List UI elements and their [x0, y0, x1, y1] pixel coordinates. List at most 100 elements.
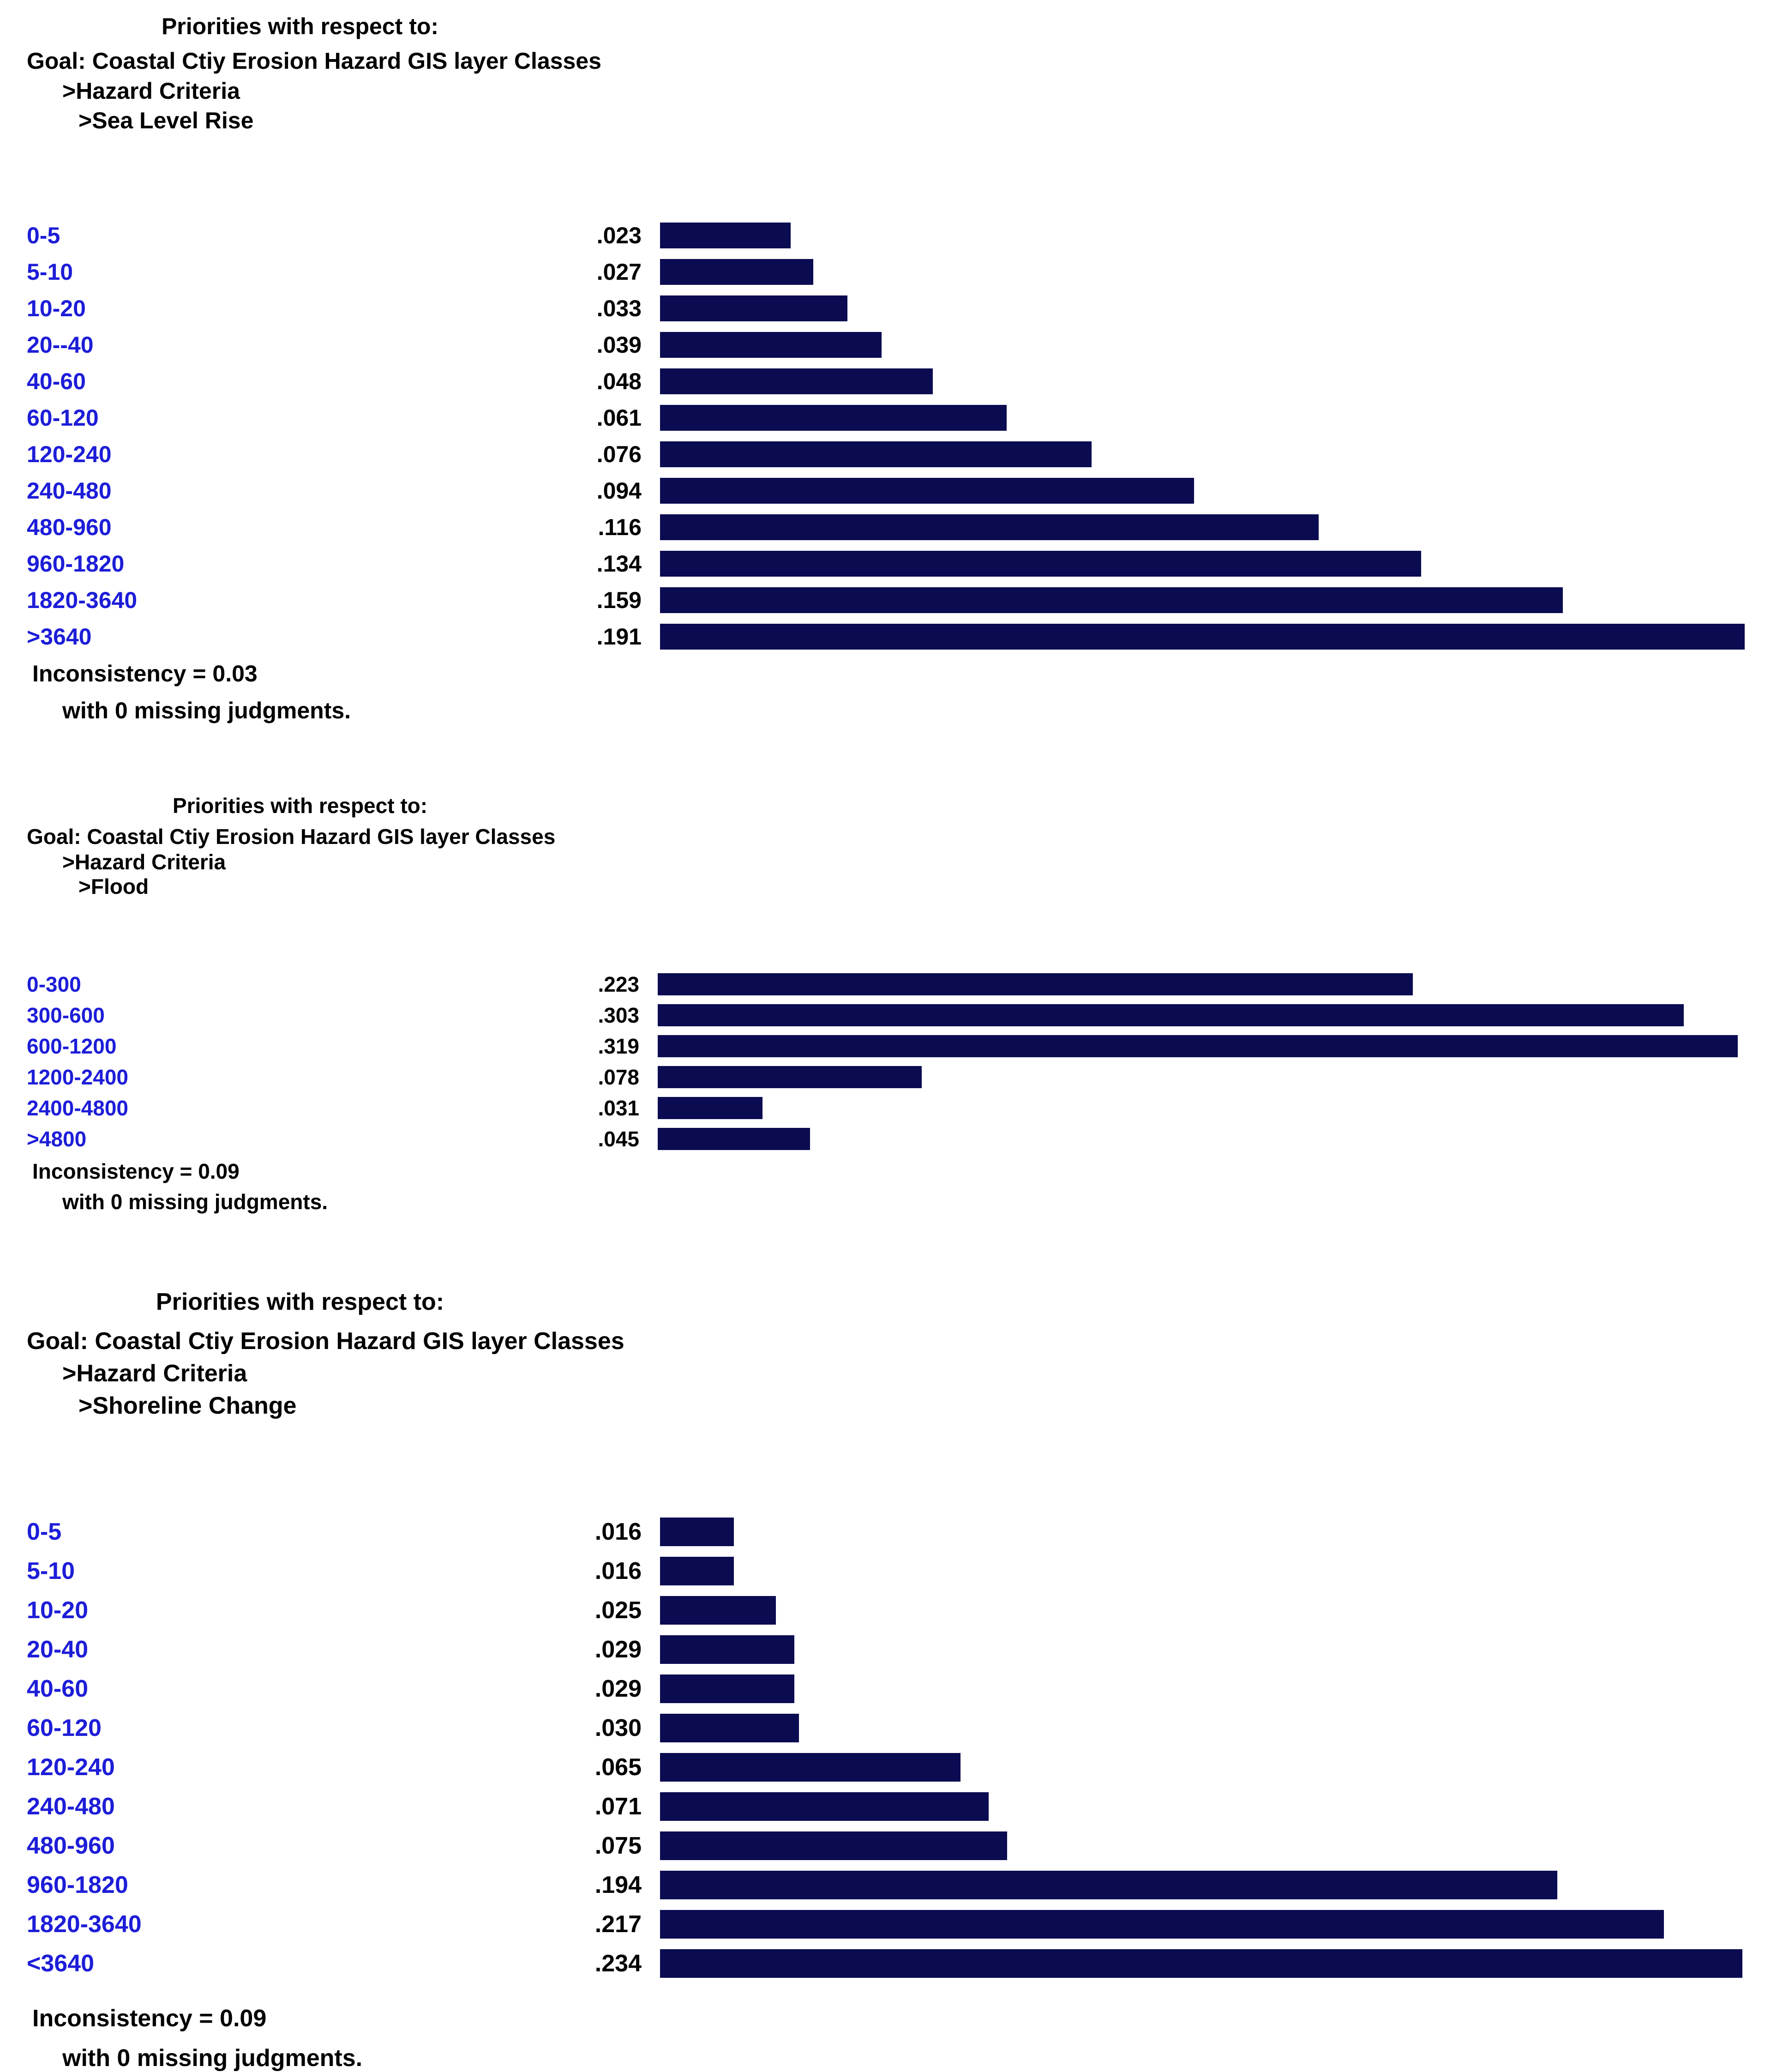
bar — [660, 1753, 961, 1782]
value-label: .065 — [594, 1753, 642, 1781]
value-label: .076 — [596, 441, 642, 467]
bar — [658, 973, 1413, 995]
chart-path-line: Goal: Coastal Ctiy Erosion Hazard GIS la… — [27, 1328, 624, 1355]
value-label: .303 — [598, 1003, 639, 1028]
bar — [660, 624, 1745, 650]
bar — [660, 1557, 734, 1585]
category-label: 2400-4800 — [27, 1096, 128, 1120]
bar — [660, 514, 1319, 540]
bar — [658, 1035, 1738, 1057]
chart-title: Priorities with respect to: — [156, 1289, 444, 1315]
category-label: 300-600 — [27, 1003, 105, 1028]
bar — [658, 1066, 922, 1088]
value-label: .319 — [598, 1034, 639, 1059]
value-label: .194 — [594, 1871, 642, 1898]
value-label: .029 — [594, 1636, 642, 1663]
category-label: 5-10 — [27, 259, 73, 285]
category-label: 240-480 — [27, 1793, 115, 1820]
value-label: .029 — [594, 1675, 642, 1702]
chart-path-line: Goal: Coastal Ctiy Erosion Hazard GIS la… — [27, 825, 556, 849]
category-label: 0-5 — [27, 223, 60, 248]
value-label: .116 — [598, 514, 642, 540]
category-label: 5-10 — [27, 1557, 75, 1584]
bar — [660, 1949, 1742, 1978]
bar — [660, 223, 791, 248]
chart-path-line: Goal: Coastal Ctiy Erosion Hazard GIS la… — [27, 48, 601, 74]
bar — [660, 1792, 989, 1821]
bar — [658, 1004, 1684, 1026]
category-label: 600-1200 — [27, 1034, 117, 1059]
bar — [660, 551, 1421, 577]
value-label: .031 — [598, 1096, 639, 1120]
chart-path-line: >Hazard Criteria — [62, 1360, 247, 1387]
category-label: 20--40 — [27, 332, 94, 358]
bar — [660, 295, 847, 321]
value-label: .071 — [594, 1793, 642, 1820]
inconsistency-text: Inconsistency = 0.09 — [32, 2005, 267, 2032]
bar — [660, 1674, 794, 1703]
value-label: .025 — [594, 1596, 642, 1624]
chart-path-line: >Sea Level Rise — [78, 108, 254, 133]
value-label: .027 — [596, 259, 642, 285]
category-label: 40-60 — [27, 1675, 88, 1702]
bar — [660, 1596, 776, 1625]
value-label: .048 — [596, 368, 642, 394]
category-label: 480-960 — [27, 514, 112, 540]
chart-title: Priorities with respect to: — [161, 13, 439, 39]
value-label: .191 — [596, 624, 642, 650]
inconsistency-text: Inconsistency = 0.09 — [32, 1159, 240, 1183]
category-label: 960-1820 — [27, 1871, 128, 1898]
bar — [660, 1910, 1664, 1939]
category-label: 20-40 — [27, 1636, 88, 1663]
bar — [660, 368, 933, 394]
bar — [660, 1871, 1557, 1899]
bar — [660, 1831, 1007, 1860]
missing-judgments-text: with 0 missing judgments. — [62, 698, 351, 723]
bar — [660, 1635, 794, 1664]
inconsistency-text: Inconsistency = 0.03 — [32, 661, 258, 687]
category-label: 480-960 — [27, 1832, 115, 1859]
category-label: >3640 — [27, 624, 92, 650]
value-label: .223 — [598, 972, 639, 997]
category-label: 10-20 — [27, 295, 86, 321]
category-label: 60-120 — [27, 1714, 102, 1741]
missing-judgments-text: with 0 missing judgments. — [62, 2045, 363, 2072]
bar — [660, 1518, 734, 1546]
category-label: 1820-3640 — [27, 1910, 142, 1938]
value-label: .094 — [596, 478, 642, 504]
value-label: .016 — [594, 1557, 642, 1584]
value-label: .033 — [596, 295, 642, 321]
value-label: .078 — [598, 1065, 639, 1090]
bar — [660, 405, 1007, 431]
category-label: <3640 — [27, 1950, 95, 1977]
category-label: 120-240 — [27, 1753, 115, 1781]
bar — [658, 1128, 810, 1150]
bar — [660, 332, 882, 358]
bar — [660, 441, 1092, 467]
category-label: 1200-2400 — [27, 1065, 128, 1090]
chart-path-line: >Shoreline Change — [78, 1392, 297, 1419]
category-label: 960-1820 — [27, 551, 125, 577]
missing-judgments-text: with 0 missing judgments. — [62, 1190, 328, 1214]
chart-title: Priorities with respect to: — [172, 794, 428, 818]
category-label: 120-240 — [27, 441, 112, 467]
value-label: .016 — [594, 1518, 642, 1545]
value-label: .217 — [594, 1910, 642, 1938]
chart-path-line: >Hazard Criteria — [62, 850, 226, 874]
value-label: .045 — [598, 1127, 639, 1151]
bar — [660, 478, 1194, 504]
bar — [660, 587, 1563, 613]
value-label: .234 — [594, 1950, 642, 1977]
category-label: 60-120 — [27, 405, 99, 431]
value-label: .023 — [596, 223, 642, 248]
bar — [660, 1714, 799, 1742]
value-label: .039 — [596, 332, 642, 358]
bar — [660, 259, 813, 285]
value-label: .061 — [596, 405, 642, 431]
category-label: 0-5 — [27, 1518, 62, 1545]
chart-path-line: >Flood — [78, 874, 149, 898]
value-label: .134 — [596, 551, 642, 577]
category-label: 0-300 — [27, 972, 81, 997]
category-label: 10-20 — [27, 1596, 88, 1624]
bar — [658, 1097, 762, 1119]
